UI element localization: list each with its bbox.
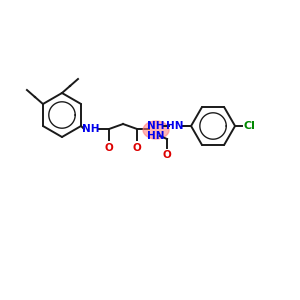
Text: O: O bbox=[163, 150, 171, 160]
Text: HN: HN bbox=[166, 121, 184, 131]
Text: HN: HN bbox=[147, 131, 165, 141]
Text: NH: NH bbox=[147, 121, 165, 131]
Text: Cl: Cl bbox=[243, 121, 255, 131]
Text: O: O bbox=[105, 143, 113, 153]
Text: O: O bbox=[133, 143, 141, 153]
Text: NH: NH bbox=[82, 124, 100, 134]
Ellipse shape bbox=[143, 121, 169, 139]
